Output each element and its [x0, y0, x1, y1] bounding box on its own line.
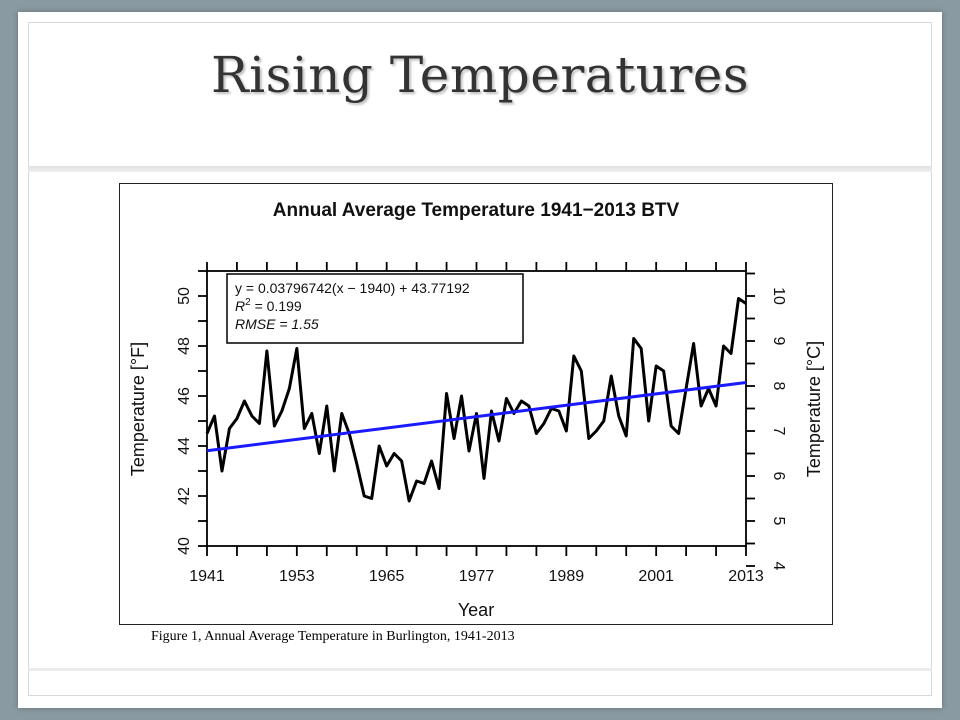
y-right-tick-label: 8 — [770, 382, 787, 391]
footer-divider — [28, 668, 932, 671]
series-layer — [205, 297, 747, 503]
x-tick-label: 1965 — [369, 568, 405, 585]
y-right-tick-label: 10 — [770, 287, 787, 305]
y-axis-right-label: Temperature [°C] — [804, 341, 824, 477]
x-tick-label: 1977 — [459, 568, 495, 585]
y-tick-label: 42 — [176, 487, 193, 505]
y-tick-label: 40 — [176, 537, 193, 555]
y-right-tick-label: 9 — [770, 337, 787, 346]
y-right-tick-label: 7 — [770, 427, 787, 436]
r-squared-exponent: 2 — [245, 297, 251, 308]
x-tick-label: 2001 — [638, 568, 674, 585]
y-tick-label: 50 — [176, 287, 193, 305]
rmse-label: RMSE = 1.55 — [235, 316, 319, 332]
slide-frame — [28, 22, 932, 696]
y-tick-label: 48 — [176, 337, 193, 355]
x-tick-label: 1989 — [549, 568, 585, 585]
slide-title: Rising Temperatures — [210, 46, 750, 104]
regression-legend: y = 0.03796742(x − 1940) + 43.77192 R2 =… — [226, 273, 524, 344]
chart-panel: Annual Average Temperature 1941−2013 BTV… — [119, 183, 833, 625]
y-axis-label: Temperature [°F] — [128, 342, 148, 476]
y-axis-right: 4 5 6 7 8 9 10 — [746, 272, 787, 571]
y-right-tick-label: 5 — [770, 517, 787, 526]
title-divider — [28, 166, 932, 172]
x-tick-label: 1941 — [189, 568, 225, 585]
r-squared-symbol: R — [235, 298, 245, 314]
regression-equation: y = 0.03796742(x − 1940) + 43.77192 — [235, 280, 470, 296]
x-tick-label: 1953 — [279, 568, 315, 585]
x-axis: 1941 1953 1965 1977 1989 2001 2013 — [189, 262, 764, 585]
y-right-tick-label: 4 — [770, 562, 787, 571]
figure-caption: Figure 1, Annual Average Temperature in … — [151, 629, 515, 644]
x-tick-label: 2013 — [728, 568, 764, 585]
y-tick-label: 46 — [176, 387, 193, 405]
y-right-tick-label: 6 — [770, 472, 787, 481]
trend-line — [206, 381, 747, 453]
r-squared: R2 = 0.199 — [235, 297, 302, 314]
temperature-series-line — [205, 297, 747, 503]
chart-title: Annual Average Temperature 1941−2013 BTV — [273, 200, 680, 221]
temperature-chart: Annual Average Temperature 1941−2013 BTV… — [128, 200, 824, 620]
slide: Rising Temperatures Annual Average Tempe… — [18, 12, 942, 708]
y-tick-label: 44 — [176, 437, 193, 455]
r-squared-value: = 0.199 — [251, 298, 302, 314]
y-axis-left: 40 42 44 46 48 50 — [176, 270, 207, 555]
x-axis-label: Year — [458, 600, 494, 620]
